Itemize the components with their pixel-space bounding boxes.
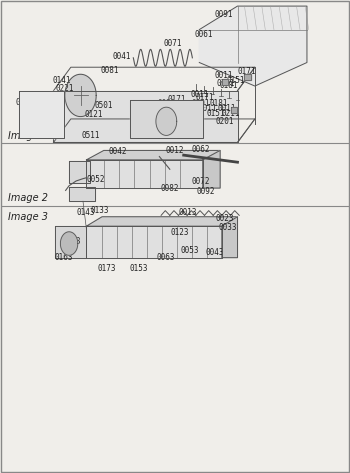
Text: 0081: 0081 [100, 67, 119, 76]
Polygon shape [65, 74, 96, 116]
Text: 0011: 0011 [198, 104, 217, 113]
Polygon shape [86, 160, 203, 188]
Polygon shape [86, 217, 238, 226]
Polygon shape [130, 100, 203, 138]
Text: 0123: 0123 [171, 228, 189, 237]
Polygon shape [86, 150, 220, 160]
Text: 0201: 0201 [216, 117, 234, 126]
Text: 0143: 0143 [76, 208, 95, 217]
Text: 0141: 0141 [53, 76, 71, 85]
Polygon shape [19, 91, 64, 138]
Text: 0191: 0191 [217, 79, 235, 88]
Text: 0153: 0153 [129, 264, 148, 273]
Polygon shape [69, 161, 90, 184]
Text: 0101: 0101 [15, 98, 34, 107]
Text: 0011: 0011 [215, 71, 233, 80]
Text: 0151: 0151 [226, 76, 245, 85]
Text: 0062: 0062 [192, 145, 210, 154]
Polygon shape [222, 79, 228, 85]
Polygon shape [199, 6, 307, 86]
Text: 0092: 0092 [197, 187, 215, 196]
Text: 0181: 0181 [181, 118, 200, 127]
Text: 0091: 0091 [215, 10, 233, 19]
Text: 0181: 0181 [209, 99, 228, 108]
Text: 0121: 0121 [85, 110, 103, 119]
Text: 0221: 0221 [55, 84, 74, 93]
Text: 0011: 0011 [217, 104, 236, 113]
Text: 0061: 0061 [194, 30, 212, 39]
Text: 0171: 0171 [195, 93, 214, 102]
Text: 0161: 0161 [172, 118, 190, 127]
Text: 0211: 0211 [222, 109, 240, 118]
Text: 0053: 0053 [180, 246, 199, 255]
Text: 0013: 0013 [178, 209, 197, 218]
Text: 0073: 0073 [62, 236, 80, 245]
Text: 0173: 0173 [98, 264, 117, 273]
Text: 0171: 0171 [167, 95, 186, 104]
Text: 0063: 0063 [157, 253, 175, 262]
Text: 0043: 0043 [205, 248, 224, 257]
Polygon shape [231, 107, 237, 113]
Text: 0181: 0181 [219, 80, 238, 89]
Polygon shape [244, 74, 251, 80]
Text: 0133: 0133 [91, 206, 110, 215]
Text: 0501: 0501 [94, 101, 113, 110]
Text: Image 1: Image 1 [8, 131, 48, 141]
Polygon shape [156, 107, 177, 135]
Text: 0163: 0163 [54, 253, 73, 262]
Text: 0511: 0511 [81, 131, 100, 140]
Text: 0021: 0021 [158, 99, 176, 108]
Text: 0011: 0011 [191, 90, 209, 99]
Text: 0012: 0012 [165, 147, 184, 156]
Polygon shape [86, 226, 222, 258]
Text: 0023: 0023 [216, 214, 234, 223]
Text: 0041: 0041 [112, 53, 131, 61]
Text: Image 2: Image 2 [8, 193, 48, 203]
Text: 0082: 0082 [160, 184, 179, 193]
Text: 0072: 0072 [192, 176, 210, 185]
Polygon shape [61, 232, 78, 255]
Polygon shape [203, 150, 220, 188]
Polygon shape [69, 187, 95, 201]
Text: 0042: 0042 [108, 148, 127, 157]
Polygon shape [55, 226, 86, 258]
Polygon shape [54, 91, 238, 142]
Text: 0033: 0033 [218, 223, 237, 232]
Text: 0171: 0171 [238, 68, 256, 77]
Text: 0071: 0071 [164, 39, 182, 48]
Text: Image 3: Image 3 [8, 211, 48, 221]
Text: 0191: 0191 [192, 99, 210, 108]
Text: 0131: 0131 [139, 123, 157, 132]
Text: 0151: 0151 [207, 109, 225, 118]
Text: 0052: 0052 [86, 175, 105, 184]
Polygon shape [222, 217, 238, 258]
